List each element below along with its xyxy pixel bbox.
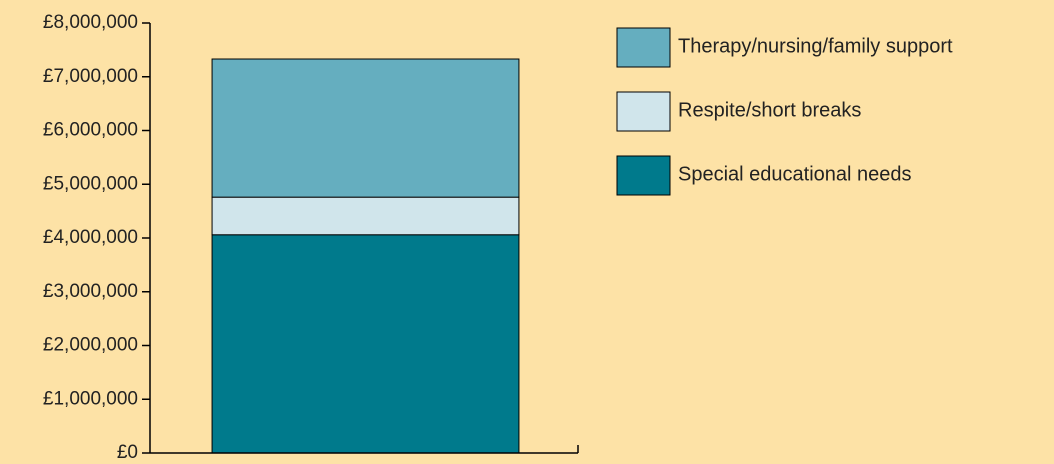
y-tick-label: £3,000,000 bbox=[43, 281, 138, 302]
y-tick-label: £0 bbox=[117, 442, 138, 463]
bar-segment bbox=[211, 58, 520, 198]
legend-swatch bbox=[616, 91, 671, 132]
y-tick-label: £2,000,000 bbox=[43, 335, 138, 356]
bar-segment bbox=[211, 234, 520, 454]
y-tick-label: £8,000,000 bbox=[43, 12, 138, 33]
bar-segment bbox=[211, 196, 520, 236]
y-tick-label: £6,000,000 bbox=[43, 120, 138, 141]
legend-label: Special educational needs bbox=[678, 163, 912, 185]
y-tick-label: £5,000,000 bbox=[43, 173, 138, 194]
legend-label: Respite/short breaks bbox=[678, 99, 861, 121]
y-tick-label: £7,000,000 bbox=[43, 66, 138, 87]
legend-swatch bbox=[616, 155, 671, 196]
y-tick-label: £4,000,000 bbox=[43, 227, 138, 248]
y-tick-label: £1,000,000 bbox=[43, 388, 138, 409]
legend-label: Therapy/nursing/family support bbox=[678, 35, 953, 57]
legend-swatch bbox=[616, 27, 671, 68]
